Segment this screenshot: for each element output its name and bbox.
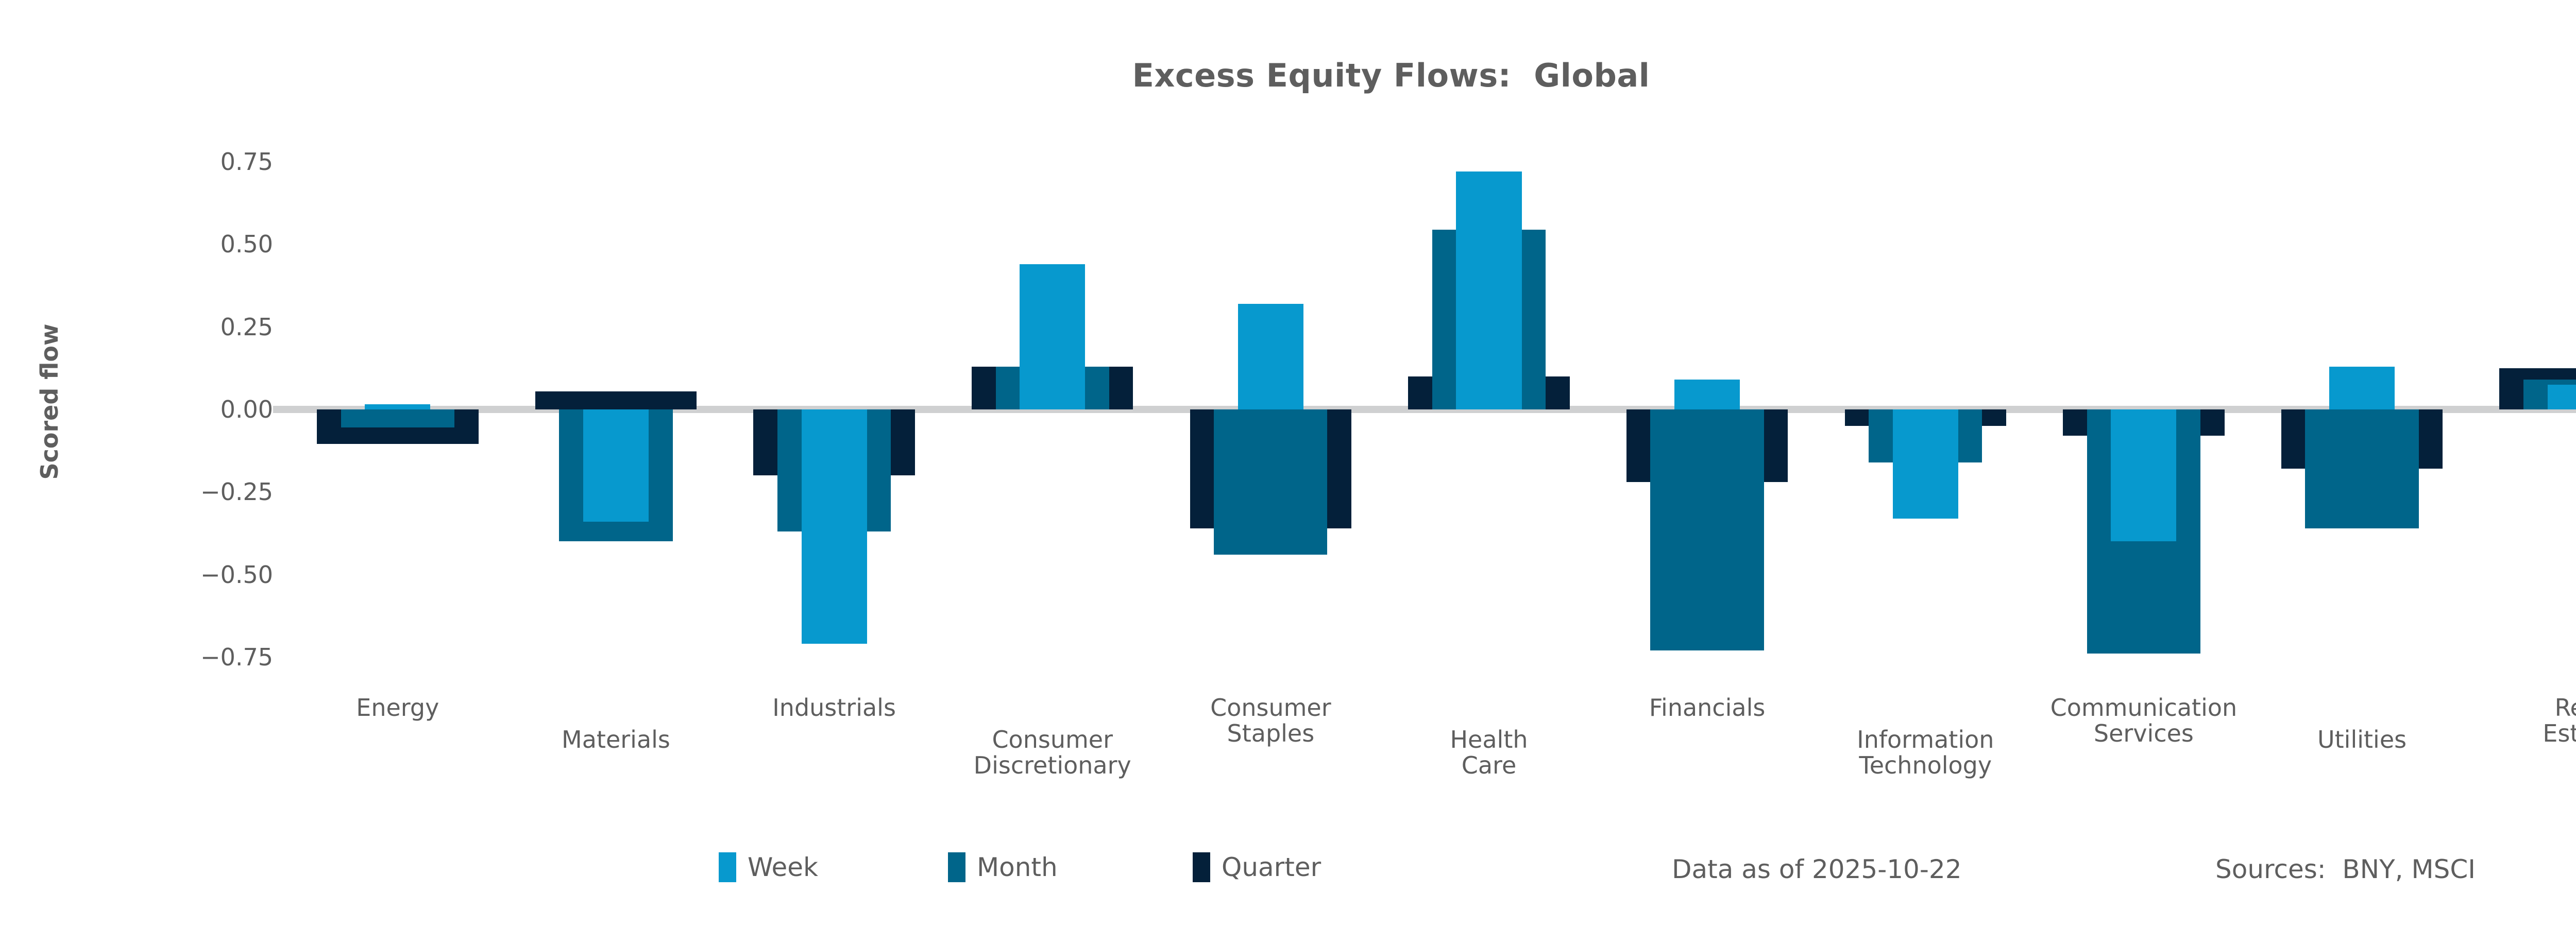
bar-month[interactable] — [2305, 409, 2419, 528]
bar-quarter[interactable] — [535, 391, 697, 409]
y-axis-tick-label: −0.50 — [200, 560, 273, 589]
bar-week[interactable] — [2329, 366, 2395, 409]
y-axis-tick-labels: 0.75 0.50 0.25 0.00 −0.25 −0.50 −0.75 — [103, 129, 273, 690]
x-axis-category-labels: Energy Materials Industrials Consumer Discr… — [289, 695, 2576, 845]
sources-note: Sources: BNY, MSCI — [2215, 854, 2476, 884]
plot-area — [273, 129, 2576, 690]
chart-title: Excess Equity Flows: Global — [1132, 57, 1650, 94]
bar-group — [725, 129, 943, 690]
bar-group — [1380, 129, 1598, 690]
bar-group — [2471, 129, 2576, 690]
bar-month[interactable] — [341, 409, 454, 428]
x-axis-label: Communication Services — [2050, 694, 2238, 747]
y-axis-tick-label: −0.25 — [200, 478, 273, 506]
legend-swatch-icon — [948, 852, 965, 882]
x-axis-label: Information Technology — [1857, 726, 1994, 779]
x-axis-label: Consumer Staples — [1210, 694, 1331, 747]
legend-swatch-icon — [1193, 852, 1210, 882]
x-axis-label: Utilities — [2317, 726, 2407, 753]
bar-week[interactable] — [583, 409, 649, 522]
y-axis-tick-label: 0.50 — [220, 230, 273, 259]
y-axis-tick-label: 0.75 — [220, 148, 273, 176]
bar-group — [1816, 129, 2035, 690]
bar-week[interactable] — [801, 409, 867, 644]
bar-week[interactable] — [1020, 264, 1086, 409]
bar-month[interactable] — [1214, 409, 1328, 555]
bar-week[interactable] — [365, 404, 431, 409]
x-axis-label: Consumer Discretionary — [973, 726, 1131, 779]
bar-group — [507, 129, 725, 690]
data-as-of-note: Data as of 2025-10-22 — [1672, 854, 1962, 884]
x-axis-label: Health Care — [1450, 726, 1528, 779]
y-axis-title: Scored flow — [36, 323, 63, 480]
bar-week[interactable] — [2547, 384, 2576, 409]
bar-group — [2035, 129, 2253, 690]
bar-week[interactable] — [1892, 409, 1958, 519]
x-axis-label: Financials — [1649, 694, 1766, 722]
legend-label: Quarter — [1222, 852, 1321, 882]
bar-group — [1598, 129, 1817, 690]
y-axis-tick-label: −0.75 — [200, 643, 273, 671]
x-axis-label: Energy — [356, 694, 439, 722]
legend-swatch-icon — [719, 852, 736, 882]
x-axis-label: Materials — [562, 726, 670, 753]
y-axis-tick-label: 0.00 — [220, 396, 273, 423]
bar-week[interactable] — [1456, 171, 1522, 409]
legend-item-week[interactable]: Week — [719, 852, 818, 882]
bar-group — [2253, 129, 2471, 690]
bar-month[interactable] — [1650, 409, 1764, 651]
chart-footer: Week Month Quarter Data as of 2025-10-22 S… — [0, 852, 2576, 894]
x-axis-label: Real Estate — [2543, 694, 2576, 747]
y-axis-tick-label: 0.25 — [220, 313, 273, 341]
legend-label: Week — [748, 852, 818, 882]
bar-group — [289, 129, 507, 690]
x-axis-label: Industrials — [772, 694, 896, 722]
legend-label: Month — [977, 852, 1058, 882]
legend-item-quarter[interactable]: Quarter — [1193, 852, 1321, 882]
bar-group — [943, 129, 1162, 690]
bar-week[interactable] — [2111, 409, 2177, 542]
legend-item-month[interactable]: Month — [948, 852, 1058, 882]
bar-week[interactable] — [1674, 380, 1740, 409]
bar-week[interactable] — [1238, 303, 1303, 409]
bar-group — [1162, 129, 1380, 690]
